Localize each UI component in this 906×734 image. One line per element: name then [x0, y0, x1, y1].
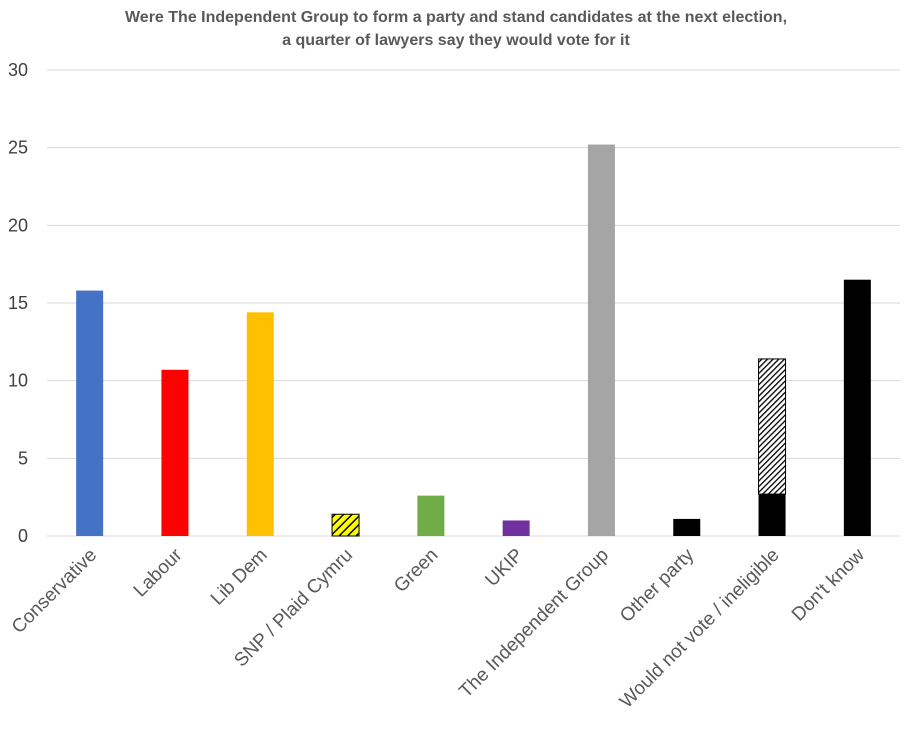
bar-conservative: [76, 290, 104, 536]
x-tick-label-labour: Labour: [130, 544, 187, 601]
y-axis-ticks: 0 5 10 15 20 25 30: [8, 60, 28, 546]
x-tick-label-would-not-vote-ineligible: Would not vote / ineligible: [616, 545, 784, 713]
bar-other-party: [673, 518, 701, 536]
y-tick-label: 30: [8, 60, 28, 80]
x-tick-label-don-t-know: Don't know: [788, 544, 869, 625]
x-tick-label-conservative: Conservative: [8, 545, 101, 638]
bar-would-not-vote-ineligible-hatched: [758, 358, 787, 495]
x-tick-label-other-party: Other party: [616, 544, 698, 626]
y-tick-label: 25: [8, 138, 28, 158]
x-tick-label-green: Green: [390, 545, 442, 597]
bar-labour: [161, 369, 189, 536]
bar-the-independent-group: [587, 144, 615, 536]
bar-lib-dem: [246, 312, 274, 536]
bar-green: [417, 495, 445, 536]
y-tick-label: 15: [8, 293, 28, 313]
bar-ukip: [502, 520, 530, 536]
bar-would-not-vote-ineligible-base: [758, 494, 786, 536]
chart-title-line-2: a quarter of lawyers say they would vote…: [282, 32, 630, 49]
x-tick-label-lib-dem: Lib Dem: [207, 545, 272, 610]
y-tick-label: 20: [8, 215, 28, 235]
y-tick-label: 0: [18, 526, 28, 546]
bar-snp-plaid-cymru: [331, 513, 360, 537]
bar-don-t-know: [843, 279, 871, 536]
gridlines: [47, 69, 900, 537]
y-tick-label: 5: [18, 448, 28, 468]
chart-title-line-1: Were The Independent Group to form a par…: [125, 9, 787, 26]
x-tick-label-the-independent-group: The Independent Group: [455, 545, 613, 703]
bars: [76, 144, 871, 537]
y-tick-label: 10: [8, 371, 28, 391]
x-tick-label-ukip: UKIP: [481, 545, 527, 591]
